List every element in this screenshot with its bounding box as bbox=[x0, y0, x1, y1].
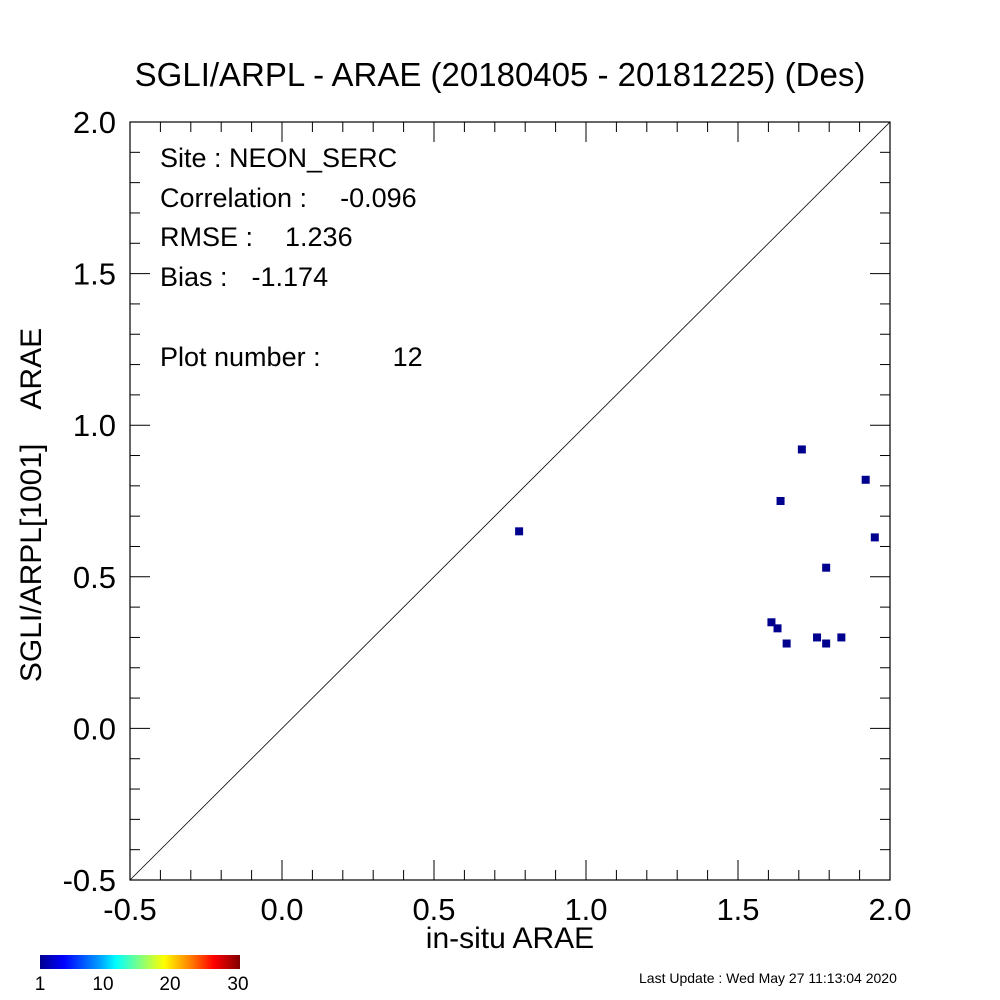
x-axis-label: in-situ ARAE bbox=[425, 922, 595, 955]
stats-plot-number: Plot number : 12 bbox=[160, 342, 423, 373]
data-point bbox=[870, 533, 879, 542]
data-point bbox=[861, 475, 870, 484]
last-update-text: Last Update : Wed May 27 11:13:04 2020 bbox=[639, 970, 897, 986]
data-point bbox=[797, 445, 806, 454]
colorbar-tick-label: 1 bbox=[34, 974, 46, 995]
colorbar bbox=[40, 955, 240, 969]
chart-title: SGLI/ARPL - ARAE (20180405 - 20181225) (… bbox=[134, 56, 866, 93]
rmse-label: RMSE : bbox=[160, 222, 254, 252]
data-point bbox=[822, 639, 831, 648]
data-point bbox=[822, 563, 831, 572]
rmse-value: 1.236 bbox=[285, 222, 353, 252]
x-tick-label: -0.5 bbox=[103, 892, 156, 927]
stats-site: Site : NEON_SERC bbox=[160, 143, 398, 173]
plot-number-value: 12 bbox=[392, 342, 423, 372]
plot-number-label: Plot number : bbox=[160, 342, 321, 372]
y-tick-label: 1.0 bbox=[73, 408, 116, 443]
y-tick-label: -0.5 bbox=[63, 863, 116, 898]
y-tick-label: 1.5 bbox=[73, 257, 116, 292]
data-point bbox=[767, 618, 776, 627]
colorbar-tick-label: 10 bbox=[92, 974, 114, 995]
colorbar-tick-label: 20 bbox=[159, 974, 181, 995]
data-point bbox=[813, 633, 822, 642]
correlation-value: -0.096 bbox=[340, 183, 417, 213]
data-point bbox=[515, 527, 524, 536]
data-point bbox=[773, 624, 782, 633]
correlation-label: Correlation : bbox=[160, 183, 308, 213]
plot-frame bbox=[129, 121, 891, 881]
y-tick-label: 2.0 bbox=[73, 105, 116, 140]
data-point bbox=[837, 633, 846, 642]
y-axis-label-right: ARAE bbox=[15, 327, 48, 410]
x-tick-label: 2.0 bbox=[868, 892, 911, 927]
one-to-one-line bbox=[129, 121, 891, 881]
stats-correlation: Correlation : -0.096 bbox=[160, 183, 417, 214]
x-tick-label: 1.0 bbox=[564, 892, 607, 927]
x-tick-label: 0.5 bbox=[412, 892, 455, 927]
y-axis-label-left: SGLI/ARPL[1001] bbox=[15, 443, 48, 683]
colorbar-tick-label: 30 bbox=[227, 974, 249, 995]
y-tick-label: 0.5 bbox=[73, 560, 116, 595]
bias-value: -1.174 bbox=[251, 262, 329, 292]
stats-rmse: RMSE : 1.236 bbox=[160, 222, 353, 253]
data-point bbox=[776, 497, 785, 505]
x-tick-label: 0.0 bbox=[260, 892, 303, 927]
x-tick-label: 1.5 bbox=[716, 892, 759, 927]
y-tick-label: 0.0 bbox=[73, 711, 116, 746]
stats-bias: Bias : -1.174 bbox=[160, 262, 328, 293]
data-point bbox=[782, 639, 791, 648]
bias-label: Bias : bbox=[160, 262, 228, 292]
